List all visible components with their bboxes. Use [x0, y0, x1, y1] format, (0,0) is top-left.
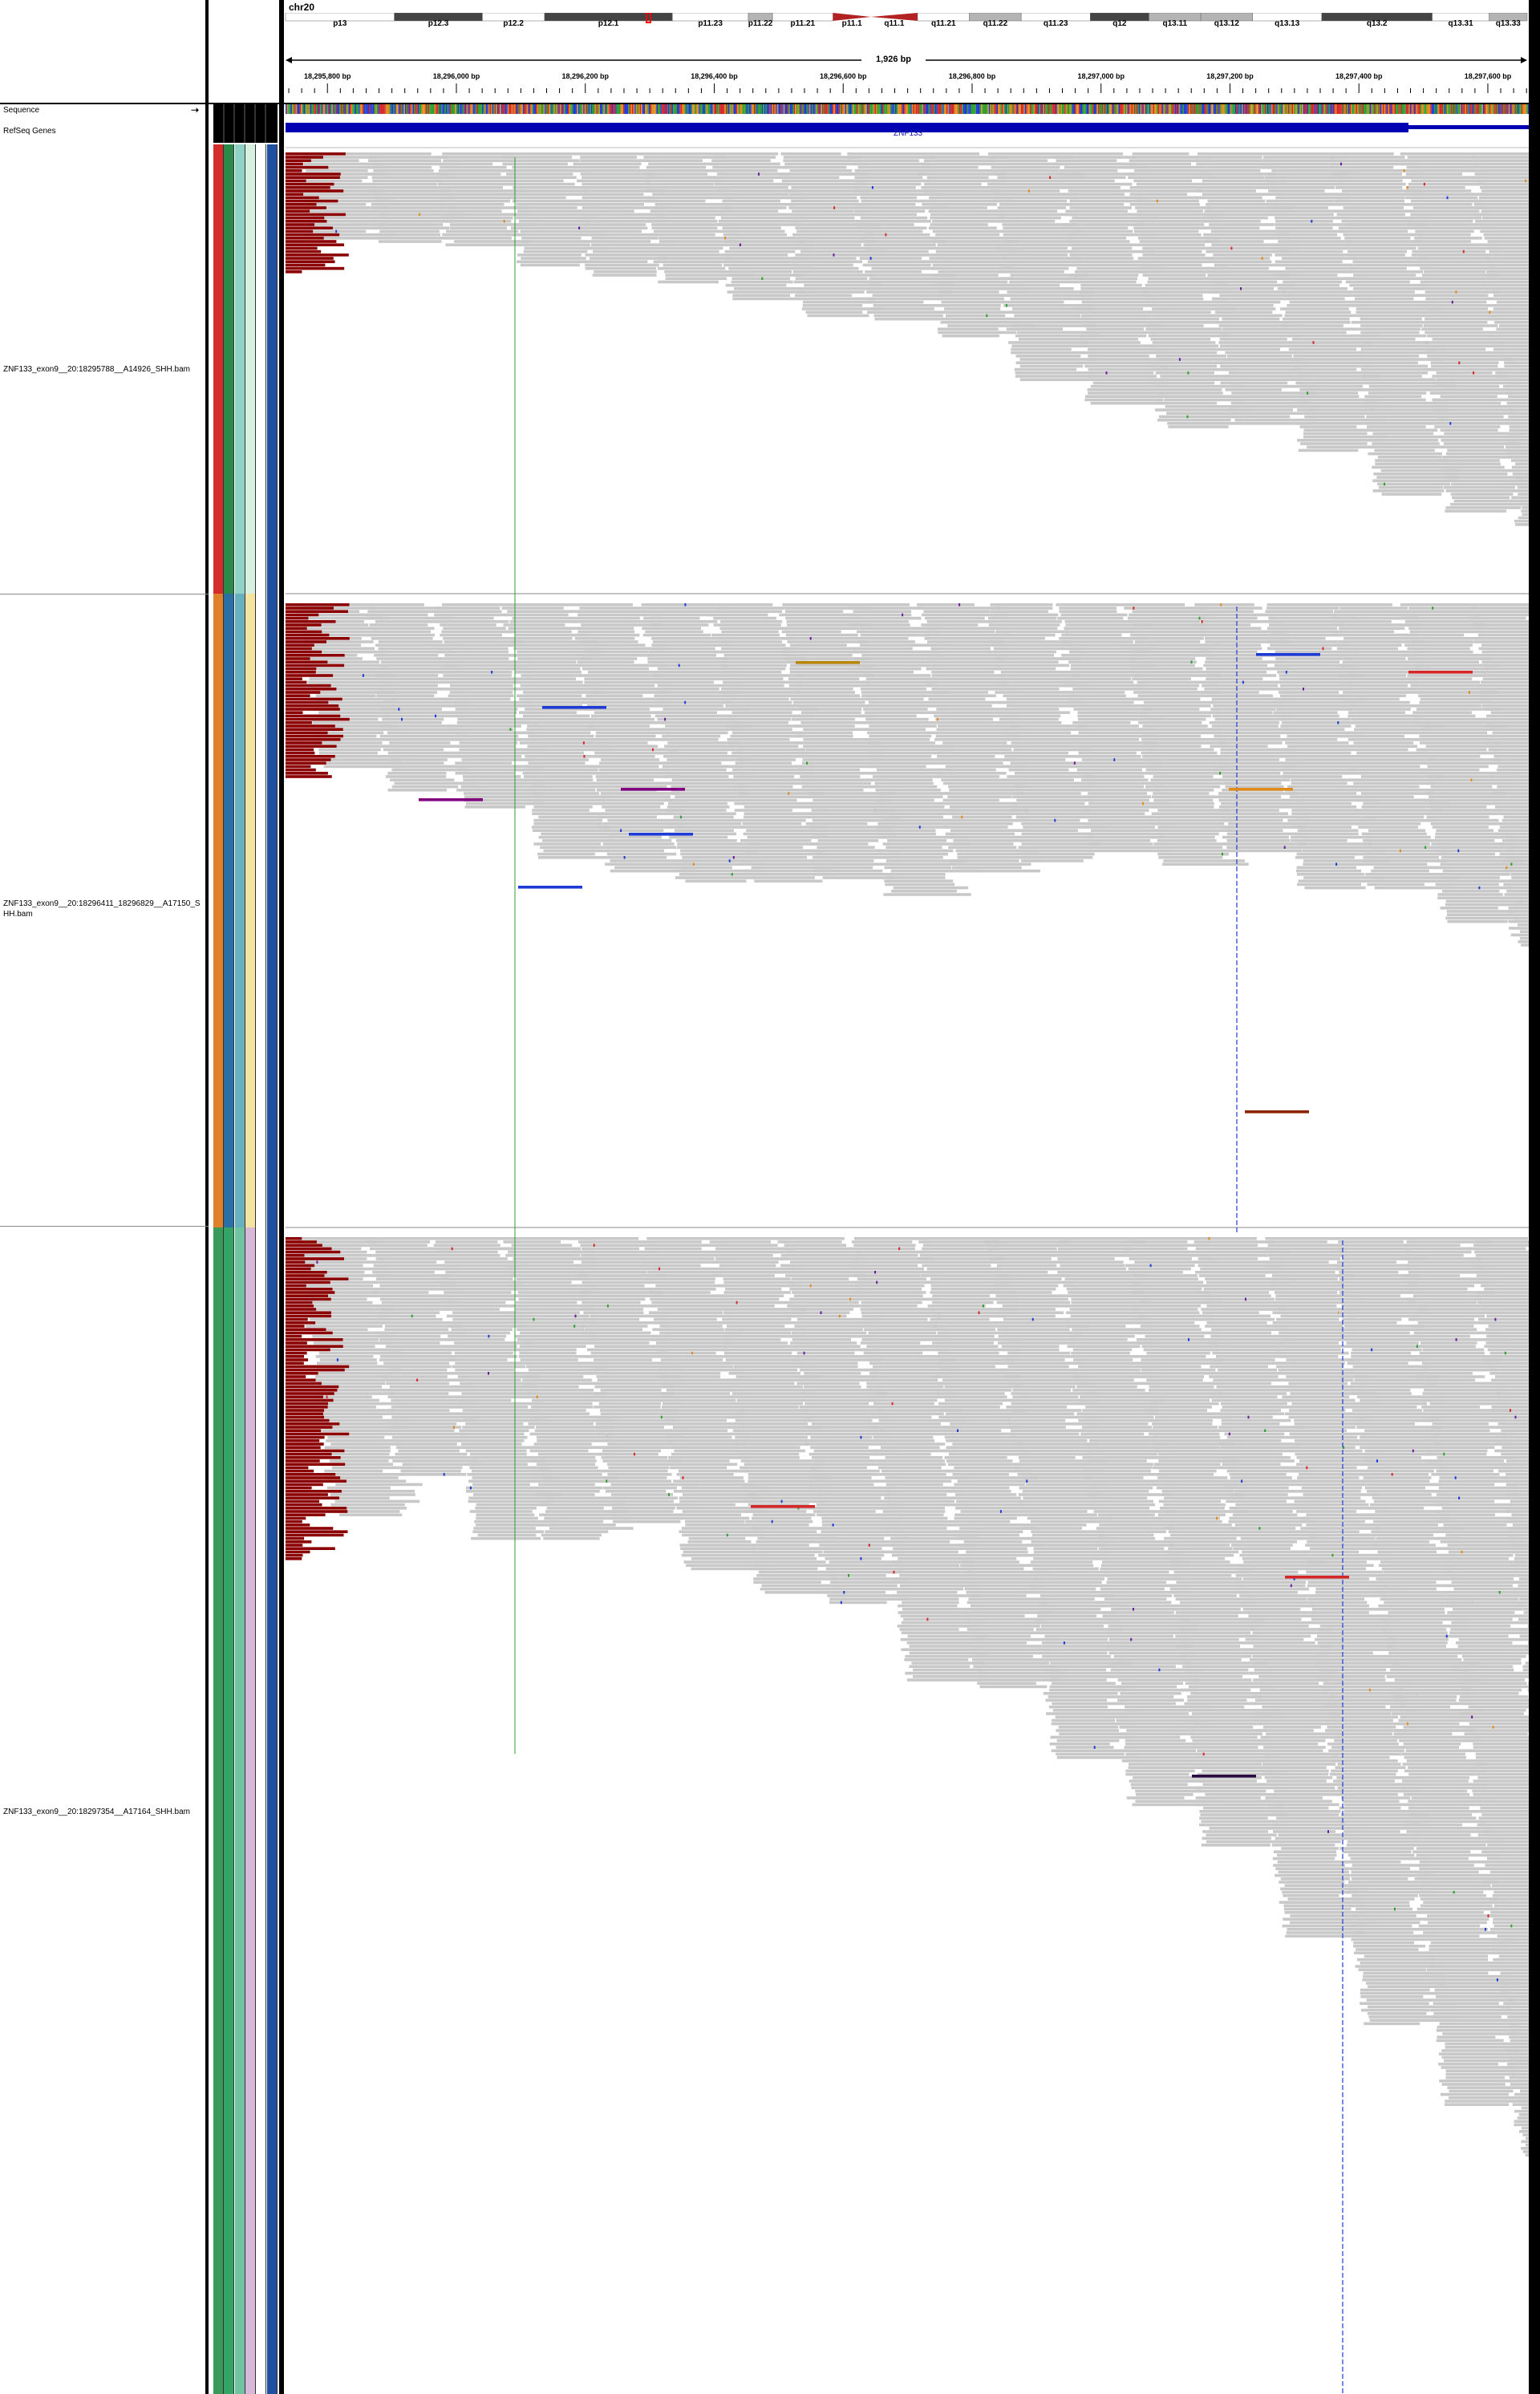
- alignment-track-label-2[interactable]: ZNF133_exon9__20:18296411_18296829__A171…: [3, 899, 205, 919]
- attribute-grid: [213, 104, 278, 143]
- ideogram-band-label: q11.21: [919, 19, 967, 28]
- ideogram-band-label: p11.22: [736, 19, 784, 28]
- ruler-tick-label: 18,297,000 bp: [1072, 72, 1130, 80]
- insertion-mark[interactable]: [621, 788, 685, 791]
- attribute-cell[interactable]: [235, 1227, 245, 2394]
- ideogram-band-label: q11.22: [971, 19, 1019, 28]
- data-panel: chr20 p13 p12.3 p12.2 p12.1 p11.23 p11.22 p11.…: [284, 0, 1529, 2394]
- ideogram-band-label: q13.13: [1263, 19, 1311, 28]
- ruler-tick-label: 18,296,800 bp: [943, 72, 1001, 80]
- sequence-track-label[interactable]: Sequence: [3, 106, 39, 115]
- insertion-mark[interactable]: [1408, 671, 1473, 674]
- insertion-mark[interactable]: [1285, 1576, 1349, 1579]
- ideogram-band-label: q13.12: [1202, 19, 1250, 28]
- ideogram-band-label: p12.1: [585, 19, 633, 28]
- header-divider: [0, 103, 209, 104]
- span-label: 1,926 bp: [845, 55, 942, 64]
- alignment-area[interactable]: [286, 149, 1529, 2394]
- ruler-tick-label: 18,296,000 bp: [428, 72, 485, 80]
- ideogram-band-label: p13: [316, 19, 364, 28]
- insertion-mark[interactable]: [629, 833, 693, 836]
- attribute-cell[interactable]: [267, 144, 278, 594]
- attribute-columns[interactable]: [213, 144, 278, 2394]
- insertion-mark[interactable]: [1256, 653, 1320, 656]
- ideogram-band-label: q12: [1096, 19, 1144, 28]
- attribute-cell[interactable]: [256, 144, 266, 594]
- alignment-track[interactable]: [286, 603, 1529, 947]
- ruler-tick-label: 18,296,200 bp: [557, 72, 614, 80]
- chromosome-name[interactable]: chr20: [289, 2, 314, 13]
- insertion-mark[interactable]: [1229, 788, 1293, 791]
- alignment-track-label-3[interactable]: ZNF133_exon9__20:18297354__A17164_SHH.ba…: [3, 1807, 205, 1817]
- ideogram-band-label: p12.3: [415, 19, 463, 28]
- alignment-track-label-1[interactable]: ZNF133_exon9__20:18295788__A14926_SHH.ba…: [3, 364, 205, 375]
- ideogram-band-label: q13.11: [1151, 19, 1199, 28]
- track-name-panel: Sequence ➝ RefSeq Genes ZNF133_exon9__20…: [0, 0, 209, 2394]
- attribute-cell[interactable]: [245, 594, 256, 1227]
- insertion-mark[interactable]: [542, 706, 606, 709]
- ideogram-band-label: p11.23: [687, 19, 735, 28]
- right-border: [1529, 0, 1540, 2394]
- attribute-cell[interactable]: [224, 1227, 234, 2394]
- ruler-tick-label: 18,295,800 bp: [298, 72, 356, 80]
- ruler-tick-label: 18,297,400 bp: [1330, 72, 1388, 80]
- ruler-tick-label: 18,297,600 bp: [1459, 72, 1517, 80]
- sequence-track[interactable]: [286, 104, 1529, 116]
- strand-arrow-icon[interactable]: ➝: [191, 104, 199, 116]
- insertion-mark[interactable]: [796, 661, 860, 664]
- ideogram-band-labels: p13 p12.3 p12.2 p12.1 p11.23 p11.22 p11.21 p11.…: [284, 19, 1529, 30]
- ideogram-band-label: p12.2: [489, 19, 537, 28]
- ruler-tick-labels: 18,295,800 bp 18,296,000 bp 18,296,200 bp 1…: [284, 72, 1529, 83]
- attribute-cell[interactable]: [213, 594, 224, 1227]
- ideogram-band-label: q13.33: [1484, 19, 1532, 28]
- attribute-cell[interactable]: [235, 144, 245, 594]
- ruler-tick-label: 18,296,400 bp: [685, 72, 743, 80]
- attribute-cell[interactable]: [245, 1227, 256, 2394]
- ideogram-band-label: q13.2: [1353, 19, 1401, 28]
- ruler-tick-label: 18,297,200 bp: [1201, 72, 1258, 80]
- attribute-cell[interactable]: [213, 144, 224, 594]
- ideogram-band-label: q11.1: [870, 19, 918, 28]
- gene-name-label[interactable]: ZNF133: [894, 129, 922, 138]
- insertion-mark[interactable]: [518, 886, 582, 889]
- attribute-cell[interactable]: [213, 1227, 224, 2394]
- attribute-cell[interactable]: [224, 144, 234, 594]
- gene-utr: [1408, 125, 1529, 129]
- attribute-cell[interactable]: [245, 144, 256, 594]
- attribute-cell[interactable]: [235, 594, 245, 1227]
- insertion-mark[interactable]: [1245, 1110, 1309, 1114]
- ideogram-band-label: p11.1: [828, 19, 876, 28]
- ideogram-band-label: q13.31: [1437, 19, 1485, 28]
- attribute-cell[interactable]: [267, 1227, 278, 2394]
- attribute-cell[interactable]: [224, 594, 234, 1227]
- attribute-cell[interactable]: [267, 594, 278, 1227]
- refseq-track-label[interactable]: RefSeq Genes: [3, 127, 56, 136]
- ideogram-band-label: p11.21: [779, 19, 827, 28]
- feature-attribute-block: [213, 104, 278, 143]
- ideogram-band-label: q11.23: [1031, 19, 1080, 28]
- insertion-mark[interactable]: [1192, 1775, 1256, 1778]
- attribute-cell[interactable]: [256, 1227, 266, 2394]
- ruler-tick-label: 18,296,600 bp: [814, 72, 872, 80]
- insertion-mark[interactable]: [419, 798, 483, 801]
- gene-exon[interactable]: [286, 123, 1408, 132]
- alignment-track[interactable]: [286, 152, 1529, 526]
- track-separator: [0, 1226, 209, 1227]
- insertion-mark[interactable]: [751, 1505, 815, 1508]
- attribute-panel: [209, 0, 284, 2394]
- attribute-cell[interactable]: [256, 594, 266, 1227]
